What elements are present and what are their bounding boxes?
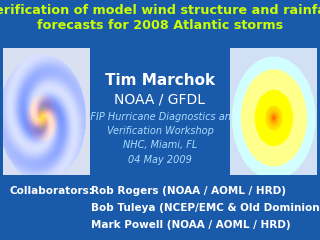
Text: Bob Tuleya (NCEP/EMC & Old Dominion Univ.): Bob Tuleya (NCEP/EMC & Old Dominion Univ… — [91, 203, 320, 213]
Text: Verification of model wind structure and rainfall
forecasts for 2008 Atlantic st: Verification of model wind structure and… — [0, 4, 320, 32]
Text: Collaborators:: Collaborators: — [10, 186, 93, 196]
Text: Rob Rogers (NOAA / AOML / HRD): Rob Rogers (NOAA / AOML / HRD) — [91, 186, 286, 196]
Text: NOAA / GFDL: NOAA / GFDL — [115, 92, 205, 106]
Text: Tim Marchok: Tim Marchok — [105, 73, 215, 88]
Text: Mark Powell (NOAA / AOML / HRD): Mark Powell (NOAA / AOML / HRD) — [91, 220, 291, 230]
Text: HFIP Hurricane Diagnostics and
Verification Workshop
NHC, Miami, FL
04 May 2009: HFIP Hurricane Diagnostics and Verificat… — [83, 112, 237, 165]
